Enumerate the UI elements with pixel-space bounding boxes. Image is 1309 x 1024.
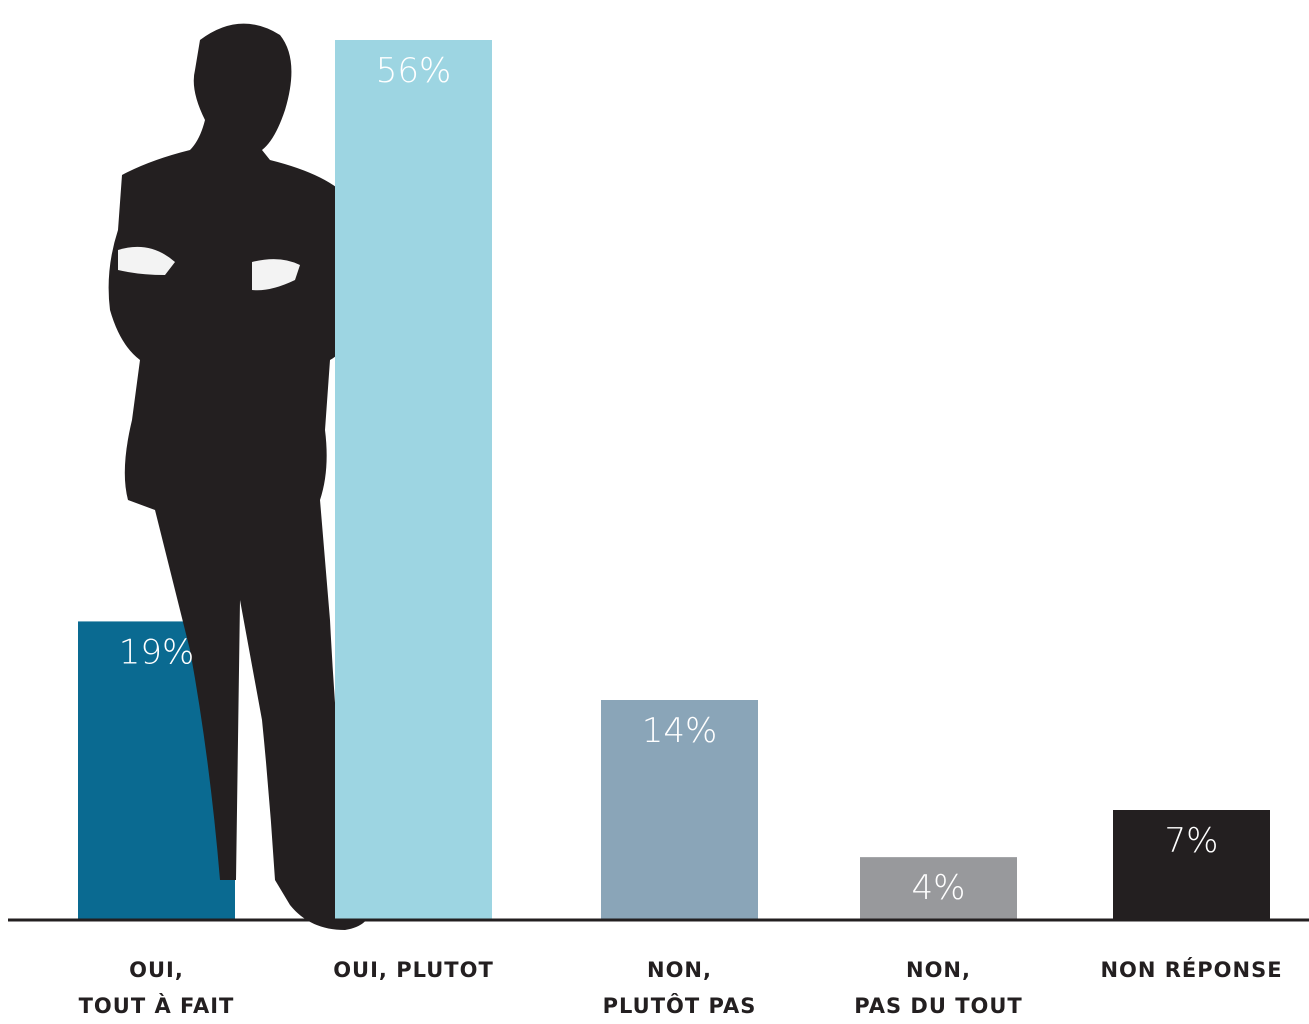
bar	[335, 40, 492, 920]
category-label: NON, PLUTÔT PAS	[560, 952, 800, 1024]
category-label: OUI, PLUTOT	[294, 952, 534, 988]
category-label: OUI, TOUT À FAIT	[37, 952, 277, 1024]
value-label: 4%	[912, 868, 966, 908]
value-label: 14%	[642, 711, 718, 751]
page: 19%56%14%4%7% (() => { const data = JSON…	[0, 0, 1309, 1012]
value-label: 19%	[119, 632, 195, 672]
value-label: 56%	[376, 51, 452, 91]
value-label: 7%	[1165, 821, 1219, 861]
chart: 19% 56% 14% 4% 7%	[0, 0, 1309, 1012]
category-label: NON RÉPONSE	[1072, 952, 1309, 988]
category-label: NON, PAS DU TOUT	[819, 952, 1059, 1024]
